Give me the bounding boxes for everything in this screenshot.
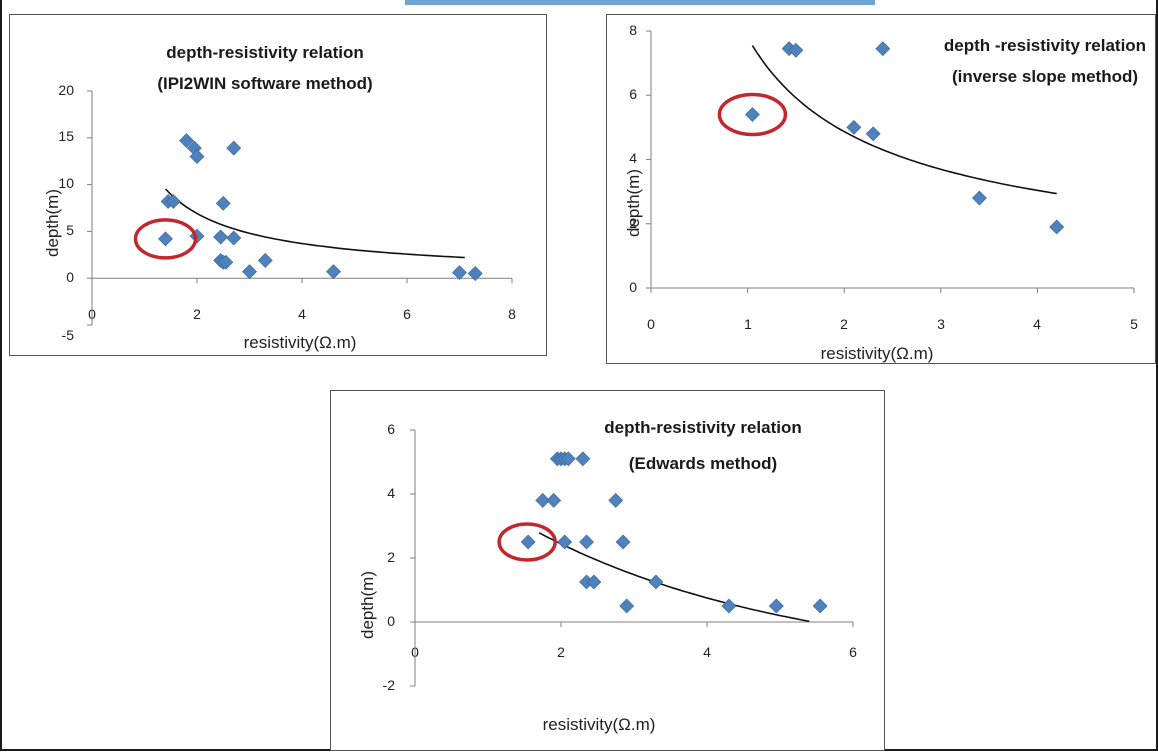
- data-point: [326, 264, 341, 280]
- y-tick-label: 6: [629, 86, 637, 102]
- plot-area: [646, 30, 1135, 293]
- data-point: [586, 574, 602, 590]
- data-point: [218, 254, 234, 270]
- highlight-ellipse: [717, 92, 788, 137]
- y-tick-labels: 0 2 4 6 8: [629, 22, 637, 295]
- y-tick-label: 8: [629, 22, 637, 38]
- x-tick-label: 0: [647, 316, 655, 332]
- trendline: [164, 188, 465, 259]
- x-tick-label: 5: [1130, 316, 1138, 332]
- chart-svg-ipi2win: depth-resistivity relation (IPI2WIN soft…: [43, 43, 516, 352]
- data-point: [846, 119, 862, 135]
- data-point: [452, 265, 467, 281]
- y-tick-label: 6: [387, 421, 395, 437]
- chart-panel-inverse-slope: depth -resistivity relation (inverse slo…: [606, 14, 1156, 364]
- x-tick-label: 8: [508, 306, 516, 322]
- highlight-ellipse: [133, 218, 198, 260]
- chart-title-line-1: depth-resistivity relation: [604, 418, 801, 437]
- data-point: [648, 574, 664, 590]
- chart-title-line-2: (Edwards method): [629, 454, 777, 473]
- data-point: [158, 231, 173, 247]
- data-point: [557, 534, 573, 550]
- y-axis-label: depth(m): [624, 169, 643, 237]
- data-point: [242, 264, 257, 280]
- data-point: [875, 41, 891, 57]
- data-point: [467, 266, 483, 281]
- data-point: [972, 190, 987, 206]
- y-tick-label: 10: [58, 175, 74, 191]
- x-tick-label: 6: [849, 644, 857, 660]
- y-tick-label: 0: [66, 269, 74, 285]
- trendline: [751, 45, 1057, 195]
- data-point: [165, 194, 181, 209]
- data-point: [615, 534, 631, 550]
- y-tick-label: 0: [387, 613, 395, 629]
- y-tick-labels: -5 0 5 10 15 20: [58, 82, 74, 343]
- data-point: [619, 598, 635, 614]
- x-axis-label: resistivity(Ω.m): [543, 715, 656, 734]
- x-tick-label: 6: [403, 306, 411, 322]
- y-tick-label: 5: [66, 222, 74, 238]
- chart-svg-inverse-slope: depth -resistivity relation (inverse slo…: [624, 22, 1146, 363]
- y-tick-label: 2: [387, 549, 395, 565]
- x-tick-label: 2: [840, 316, 848, 332]
- data-point: [788, 42, 804, 58]
- data-point: [226, 140, 242, 156]
- y-axis-label: depth(m): [358, 571, 377, 639]
- top-accent-bar: [405, 0, 875, 5]
- data-point: [189, 149, 205, 164]
- y-tick-label: 15: [58, 128, 74, 144]
- x-tick-label: 1: [744, 316, 752, 332]
- data-point: [535, 492, 551, 508]
- trendline: [538, 532, 810, 623]
- x-tick-labels: 0 1 2 3 4 5: [647, 316, 1138, 332]
- y-tick-label: -5: [62, 327, 75, 343]
- data-point: [579, 534, 594, 550]
- data-point: [560, 451, 576, 467]
- data-point: [768, 598, 784, 614]
- chart-title-line-1: depth -resistivity relation: [944, 36, 1146, 55]
- y-axis-label: depth(m): [43, 189, 62, 257]
- x-tick-label: 4: [298, 306, 306, 322]
- chart-panel-edwards: depth-resistivity relation (Edwards meth…: [330, 390, 885, 751]
- x-axis-label: resistivity(Ω.m): [244, 333, 357, 352]
- plot-area: [410, 429, 854, 687]
- data-point: [812, 598, 828, 614]
- x-tick-labels: 0 2 4 6 8: [88, 306, 516, 322]
- x-tick-label: 3: [937, 316, 945, 332]
- y-tick-label: -2: [383, 677, 396, 693]
- data-point: [608, 492, 624, 508]
- x-tick-labels: 0 2 4 6: [411, 644, 857, 660]
- plot-area: [87, 90, 513, 326]
- data-point: [865, 126, 881, 142]
- data-point: [226, 230, 242, 246]
- data-point: [721, 598, 737, 614]
- data-point: [213, 229, 229, 245]
- data-point: [575, 451, 591, 467]
- data-point: [520, 534, 536, 550]
- y-tick-labels: -2 0 2 4 6: [383, 421, 396, 693]
- x-tick-label: 2: [557, 644, 565, 660]
- y-tick-label: 0: [629, 279, 637, 295]
- y-tick-label: 4: [629, 150, 637, 166]
- data-point: [257, 252, 273, 268]
- y-tick-label: 2: [629, 215, 637, 231]
- data-point: [215, 195, 231, 211]
- data-point: [1049, 219, 1065, 235]
- y-tick-label: 20: [58, 82, 74, 98]
- chart-svg-edwards: depth-resistivity relation (Edwards meth…: [358, 418, 857, 734]
- chart-panel-ipi2win: depth-resistivity relation (IPI2WIN soft…: [9, 14, 547, 356]
- x-axis-label: resistivity(Ω.m): [821, 344, 934, 363]
- chart-title-line-2: (IPI2WIN software method): [157, 74, 372, 93]
- x-tick-label: 4: [1033, 316, 1041, 332]
- data-point: [745, 107, 760, 122]
- data-point: [546, 492, 562, 508]
- data-point: [179, 133, 194, 149]
- chart-title-line-2: (inverse slope method): [952, 67, 1138, 86]
- y-tick-label: 4: [387, 485, 395, 501]
- highlight-ellipse: [497, 522, 557, 562]
- chart-title-line-1: depth-resistivity relation: [166, 43, 363, 62]
- x-tick-label: 4: [703, 644, 711, 660]
- x-tick-label: 2: [193, 306, 201, 322]
